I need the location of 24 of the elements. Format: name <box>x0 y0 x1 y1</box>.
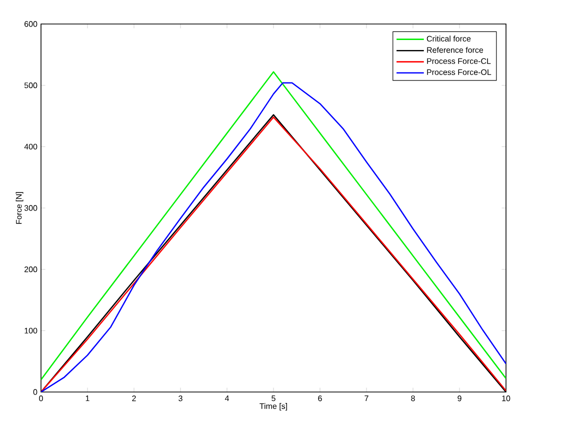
x-tick-label: 2 <box>132 396 136 402</box>
y-tick-label: 400 <box>24 144 38 150</box>
x-tick-label: 4 <box>224 396 229 402</box>
legend-label: Critical force <box>426 36 471 42</box>
x-tick-label: 1 <box>86 396 90 402</box>
x-tick-label: 3 <box>178 396 182 402</box>
x-tick-label: 7 <box>364 396 368 402</box>
legend-label: Process Force-CL <box>427 58 491 64</box>
y-tick-label: 300 <box>24 205 38 211</box>
x-tick-label: 6 <box>318 396 322 402</box>
y-tick-label: 200 <box>24 266 38 272</box>
x-tick-label: 8 <box>411 396 415 402</box>
x-tick-label: 9 <box>458 396 462 402</box>
legend-label: Reference force <box>427 46 484 53</box>
y-tick-label: 100 <box>24 328 38 334</box>
x-axis-title: Time [s] <box>260 403 287 411</box>
x-tick-label: 10 <box>502 396 510 402</box>
legend-label: Process Force-OL <box>427 69 492 75</box>
y-tick-label: 500 <box>24 82 38 88</box>
x-tick-label: 5 <box>272 396 276 402</box>
y-axis-title: Force [N] <box>16 192 24 224</box>
y-tick-label: 600 <box>24 21 38 27</box>
x-tick-label: 0 <box>39 396 43 402</box>
y-tick-label: 0 <box>33 389 38 395</box>
